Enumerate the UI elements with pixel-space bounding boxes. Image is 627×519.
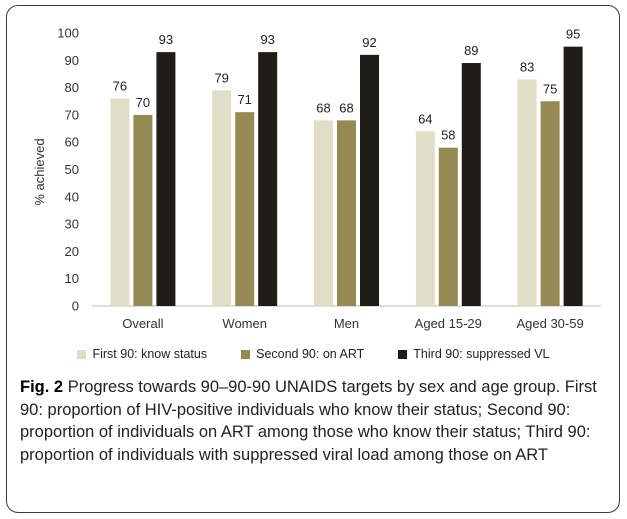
legend-swatch bbox=[241, 349, 251, 359]
bar-value-label: 92 bbox=[362, 35, 376, 50]
legend-swatch bbox=[77, 349, 87, 359]
legend-label: Second 90: on ART bbox=[256, 347, 365, 361]
bar-value-label: 70 bbox=[136, 95, 150, 110]
bar-chart: 0 10 20 30 40 50 60 70 80 90 100 Overall Women Men Ag… bbox=[32, 26, 601, 331]
y-tick-label: 60 bbox=[65, 135, 79, 150]
bar-value-label: 79 bbox=[214, 70, 228, 85]
bar bbox=[563, 46, 583, 307]
bar bbox=[156, 52, 176, 306]
bar-value-label: 76 bbox=[113, 79, 127, 94]
bar bbox=[438, 147, 458, 306]
x-tick-label: Women bbox=[222, 316, 267, 331]
bar-value-label: 93 bbox=[260, 32, 274, 47]
bar-value-label: 75 bbox=[543, 81, 557, 96]
caption-text: Progress towards 90–90-90 UNAIDS targets… bbox=[20, 378, 597, 464]
y-tick-label: 20 bbox=[65, 244, 79, 259]
x-tick-label: Overall bbox=[122, 316, 163, 331]
bar bbox=[461, 63, 481, 306]
x-axis: Overall Women Men Aged 15-29 Aged 30-59 bbox=[92, 305, 601, 331]
bar-value-label: 95 bbox=[566, 27, 580, 42]
y-tick-label: 40 bbox=[65, 189, 79, 204]
x-tick-label: Men bbox=[334, 316, 359, 331]
bar bbox=[212, 90, 232, 306]
bars bbox=[110, 46, 583, 307]
bar-value-label: 68 bbox=[339, 100, 353, 115]
caption-label: Fig. 2 bbox=[20, 378, 64, 396]
bar-value-label: 71 bbox=[237, 92, 251, 107]
legend-item: First 90: know status bbox=[77, 347, 207, 361]
legend-label: Third 90: suppressed VL bbox=[413, 347, 550, 361]
y-tick-label: 50 bbox=[65, 162, 79, 177]
bar bbox=[517, 79, 537, 306]
y-axis-title: % achieved bbox=[32, 138, 47, 205]
y-tick-label: 0 bbox=[72, 299, 79, 314]
bar bbox=[337, 120, 356, 306]
y-tick-label: 70 bbox=[65, 107, 79, 122]
legend: First 90: know status Second 90: on ART Th… bbox=[0, 347, 627, 361]
bar bbox=[360, 54, 379, 307]
data-labels: 76 79 68 64 83 70 71 68 58 75 93 93 92 89 95 bbox=[113, 27, 581, 143]
bar bbox=[540, 101, 560, 306]
y-tick-label: 100 bbox=[57, 26, 79, 41]
y-tick-label: 90 bbox=[65, 53, 79, 68]
bar-value-label: 64 bbox=[418, 111, 432, 126]
bar bbox=[110, 98, 130, 307]
y-tick-label: 80 bbox=[65, 80, 79, 95]
bar-value-label: 83 bbox=[520, 59, 534, 74]
legend-item: Third 90: suppressed VL bbox=[398, 347, 550, 361]
bar bbox=[314, 120, 333, 306]
bar bbox=[133, 114, 153, 307]
bar-value-label: 68 bbox=[316, 100, 330, 115]
legend-item: Second 90: on ART bbox=[241, 347, 364, 361]
bar bbox=[235, 112, 255, 306]
bar-value-label: 93 bbox=[159, 32, 173, 47]
figure-caption: Fig. 2 Progress towards 90–90-90 UNAIDS … bbox=[20, 376, 610, 466]
x-tick-label: Aged 15-29 bbox=[415, 316, 482, 331]
bar bbox=[415, 131, 435, 306]
bar-value-label: 58 bbox=[441, 128, 455, 143]
bar bbox=[258, 52, 278, 306]
y-tick-label: 30 bbox=[65, 217, 79, 232]
legend-label: First 90: know status bbox=[92, 347, 208, 361]
legend-swatch bbox=[398, 349, 408, 359]
bar-value-label: 89 bbox=[464, 43, 478, 58]
x-tick-label: Aged 30-59 bbox=[516, 316, 583, 331]
y-axis: 0 10 20 30 40 50 60 70 80 90 100 bbox=[57, 26, 79, 314]
y-tick-label: 10 bbox=[65, 271, 79, 286]
